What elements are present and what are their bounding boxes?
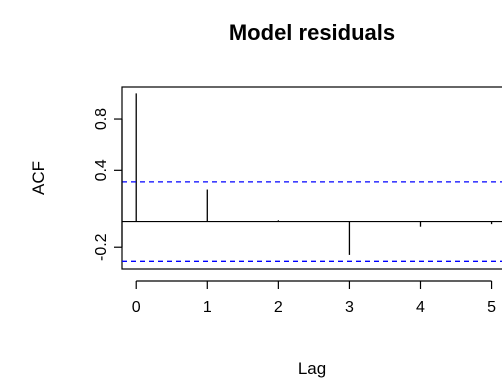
x-axis-label: Lag [298,359,326,378]
x-tick-label-0: 0 [132,299,141,316]
plot-frame [121,86,502,270]
y-axis-label: ACF [29,161,48,195]
chart-title: Model residuals [229,20,395,45]
x-tick-label-1: 1 [203,299,212,316]
y-tick-label-2: 0.8 [93,108,110,130]
acf-bars [135,93,493,255]
x-tick-label-2: 2 [274,299,283,316]
y-tick-label-1: 0.4 [93,159,110,181]
y-tick-label-0: -0.2 [93,233,110,261]
y-axis: -0.2 0.4 0.8 [93,108,123,261]
x-axis: 0 1 2 3 4 5 [132,280,496,316]
confidence-bounds [122,181,502,262]
x-tick-label-3: 3 [345,299,354,316]
plot-area [121,86,502,270]
x-tick-label-5: 5 [487,299,496,316]
x-tick-label-4: 4 [416,299,425,316]
